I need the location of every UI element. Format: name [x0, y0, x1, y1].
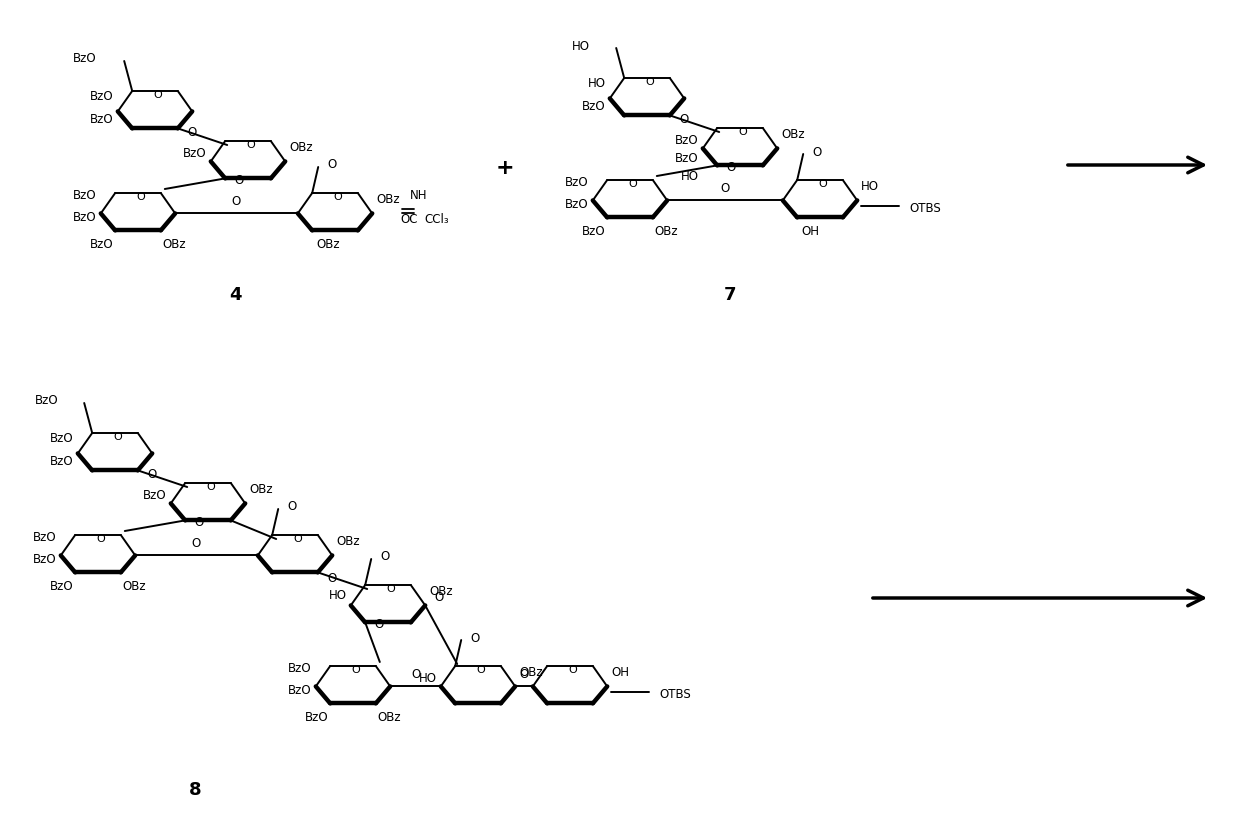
- Text: O: O: [387, 584, 396, 594]
- Text: 4: 4: [228, 286, 242, 304]
- Text: OBz: OBz: [289, 141, 312, 154]
- Text: O: O: [327, 572, 336, 585]
- Text: OBz: OBz: [378, 711, 402, 724]
- Text: 7: 7: [724, 286, 737, 304]
- Text: BzO: BzO: [91, 90, 114, 103]
- Text: BzO: BzO: [33, 531, 57, 544]
- Text: BzO: BzO: [582, 100, 606, 113]
- Text: O: O: [187, 126, 196, 139]
- Text: O: O: [646, 77, 655, 87]
- Text: 8: 8: [188, 781, 201, 799]
- Text: BzO: BzO: [73, 211, 97, 224]
- Text: BzO: BzO: [675, 134, 699, 147]
- Text: BzO: BzO: [35, 394, 58, 407]
- Text: O: O: [234, 174, 244, 187]
- Text: BzO: BzO: [565, 176, 589, 188]
- Text: BzO: BzO: [184, 147, 207, 160]
- Text: HO: HO: [329, 589, 347, 602]
- Text: BzO: BzO: [73, 188, 97, 202]
- Text: OBz: OBz: [249, 483, 273, 496]
- Text: BzO: BzO: [50, 455, 74, 468]
- Text: O: O: [247, 140, 255, 150]
- Text: O: O: [629, 179, 637, 189]
- Text: BzO: BzO: [50, 580, 73, 593]
- Text: BzO: BzO: [305, 711, 329, 724]
- Text: OC: OC: [401, 213, 418, 226]
- Text: HO: HO: [862, 180, 879, 193]
- Text: +: +: [496, 158, 515, 178]
- Text: BzO: BzO: [582, 225, 605, 238]
- Text: O: O: [232, 195, 241, 208]
- Text: O: O: [720, 182, 729, 195]
- Text: O: O: [288, 500, 296, 513]
- Text: O: O: [154, 90, 162, 100]
- Text: BzO: BzO: [50, 432, 74, 445]
- Text: OTBS: OTBS: [909, 202, 941, 215]
- Text: HO: HO: [419, 672, 436, 685]
- Text: HO: HO: [681, 170, 699, 183]
- Text: BzO: BzO: [73, 52, 97, 65]
- Text: O: O: [739, 127, 748, 137]
- Text: O: O: [470, 632, 480, 645]
- Text: O: O: [569, 665, 578, 675]
- Text: BzO: BzO: [33, 553, 57, 566]
- Text: OH: OH: [801, 225, 820, 238]
- Text: O: O: [818, 179, 827, 189]
- Text: OTBS: OTBS: [660, 688, 691, 701]
- Text: O: O: [727, 161, 735, 174]
- Text: O: O: [195, 516, 203, 529]
- Text: HO: HO: [572, 39, 590, 52]
- Text: OBz: OBz: [376, 193, 399, 206]
- Text: OBz: OBz: [781, 128, 805, 141]
- Text: OBz: OBz: [655, 225, 678, 238]
- Text: O: O: [374, 618, 384, 631]
- Text: OBz: OBz: [429, 585, 453, 598]
- Text: O: O: [294, 534, 303, 544]
- Text: O: O: [410, 668, 420, 681]
- Text: BzO: BzO: [288, 684, 311, 697]
- Text: OH: OH: [611, 666, 629, 679]
- Text: O: O: [520, 668, 528, 681]
- Text: O: O: [476, 665, 485, 675]
- Text: OBz: OBz: [336, 535, 360, 548]
- Text: O: O: [812, 145, 822, 158]
- Text: BzO: BzO: [675, 152, 699, 165]
- Text: O: O: [207, 482, 216, 492]
- Text: OBz: OBz: [316, 238, 340, 251]
- Text: O: O: [148, 468, 156, 481]
- Text: CCl₃: CCl₃: [424, 213, 449, 226]
- Text: BzO: BzO: [91, 113, 114, 126]
- Text: BzO: BzO: [89, 238, 113, 251]
- Text: O: O: [434, 591, 444, 604]
- Text: O: O: [192, 537, 201, 550]
- Text: O: O: [334, 192, 342, 202]
- Text: O: O: [352, 665, 361, 675]
- Text: BzO: BzO: [565, 198, 589, 211]
- Text: HO: HO: [588, 77, 606, 90]
- Text: NH: NH: [410, 188, 428, 202]
- Text: O: O: [680, 113, 688, 126]
- Text: BzO: BzO: [288, 662, 311, 675]
- Text: OBz: OBz: [162, 238, 186, 251]
- Text: OBz: OBz: [520, 666, 543, 679]
- Text: O: O: [327, 158, 337, 171]
- Text: O: O: [114, 432, 123, 442]
- Text: O: O: [381, 551, 389, 564]
- Text: O: O: [97, 534, 105, 544]
- Text: O: O: [136, 192, 145, 202]
- Text: BzO: BzO: [143, 489, 167, 502]
- Text: OBz: OBz: [123, 580, 146, 593]
